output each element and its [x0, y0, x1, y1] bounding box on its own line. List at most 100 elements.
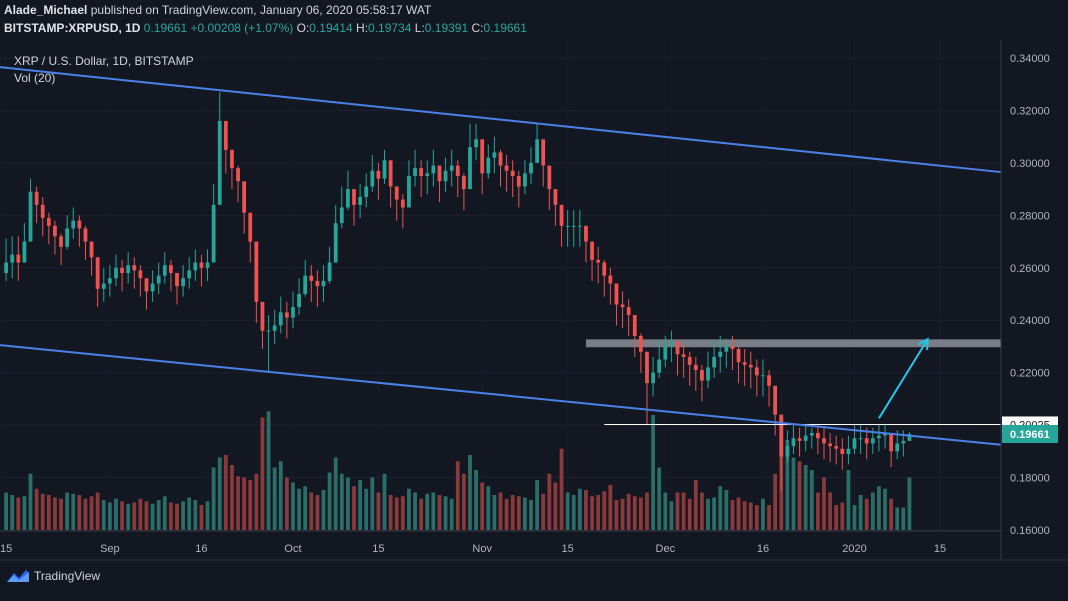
- volume-bar: [754, 505, 759, 530]
- candle-body: [193, 262, 198, 271]
- candle-body: [223, 120, 228, 150]
- y-tick-label: 0.26000: [1010, 263, 1050, 275]
- candle-body: [352, 189, 356, 205]
- candle-body: [657, 359, 662, 373]
- volume-bar: [327, 472, 332, 530]
- x-axis[interactable]: 15 Sep 16 Oct 15 Nov 15 Dec 16 2020 15: [0, 543, 946, 555]
- volume-bar: [877, 486, 881, 530]
- candle-body: [150, 283, 155, 292]
- candle-body: [400, 199, 405, 208]
- volume-bar: [565, 492, 570, 530]
- tradingview-brand[interactable]: TradingView: [6, 569, 100, 583]
- volume-bar: [150, 503, 155, 530]
- volume-bar: [71, 493, 76, 530]
- y-tick-label: 0.28000: [1010, 210, 1050, 222]
- y-tick-label: 0.22000: [1010, 368, 1050, 380]
- candle-body: [590, 241, 594, 260]
- candle-body: [651, 372, 655, 384]
- volume-bar: [571, 495, 576, 530]
- volume-bar: [767, 505, 771, 530]
- candle-body: [577, 225, 582, 227]
- candle-body: [431, 165, 436, 174]
- volume-bar: [510, 495, 515, 530]
- volume-bar: [700, 492, 704, 530]
- last-price-tag: [1002, 425, 1058, 444]
- candle-body: [254, 241, 259, 302]
- candle-body: [425, 173, 430, 176]
- annotations-below: [585, 339, 1001, 348]
- candle-body: [126, 265, 131, 274]
- volume-bar: [22, 496, 27, 530]
- x-tick-label: Oct: [284, 543, 301, 555]
- candle-body: [199, 262, 204, 268]
- candle-body: [614, 283, 619, 305]
- volume-bar: [504, 498, 509, 530]
- volume-bar: [461, 473, 466, 530]
- volume-bar: [809, 470, 814, 530]
- volume-bar: [28, 473, 33, 530]
- last-price-label: 0.19661: [1010, 429, 1050, 441]
- candle-body: [53, 225, 57, 237]
- candle-body: [260, 301, 265, 331]
- symbol-name[interactable]: BITSTAMP:XRPUSD, 1D: [4, 21, 141, 35]
- volume-bar: [83, 498, 88, 530]
- candle-body: [602, 262, 607, 276]
- candle-body: [632, 314, 637, 336]
- candle-body: [754, 367, 759, 376]
- candle-body: [278, 312, 283, 326]
- volume-bar: [852, 505, 857, 530]
- author-name[interactable]: Alade_Michael: [4, 3, 88, 17]
- volume-indicator-label[interactable]: Vol (20): [14, 71, 55, 85]
- volume-bar: [333, 457, 338, 530]
- volume-bar: [77, 495, 82, 530]
- volume-bar: [523, 497, 527, 530]
- x-tick-label: Dec: [656, 543, 676, 555]
- candle-body: [120, 267, 124, 274]
- candle-body: [510, 170, 515, 176]
- volume-bar: [266, 411, 271, 530]
- candle-body: [523, 173, 527, 187]
- x-tick-label: 16: [757, 543, 769, 555]
- candle-body: [144, 278, 149, 292]
- volume-bar: [223, 455, 228, 530]
- volume-bar: [16, 497, 21, 530]
- projection-arrow-head: [917, 337, 929, 351]
- candle-body: [419, 168, 424, 176]
- volume-bar: [278, 461, 283, 530]
- candle-body: [547, 165, 552, 190]
- volume-bar: [498, 492, 503, 530]
- close-label: C:: [471, 21, 484, 35]
- candle-body: [529, 162, 533, 174]
- candle-body: [638, 335, 643, 352]
- volume-bar: [681, 492, 686, 530]
- volume-bar: [541, 493, 546, 530]
- annotations-above: [0, 66, 1002, 446]
- candle-body: [883, 432, 887, 436]
- volume-bar: [535, 480, 540, 530]
- volume-bar: [620, 498, 625, 530]
- candle-body: [480, 139, 485, 174]
- volume-bar: [114, 498, 118, 530]
- candle-body: [828, 443, 832, 447]
- volume-bar: [742, 501, 747, 530]
- volume-bar: [529, 500, 533, 530]
- candle-body: [16, 254, 21, 263]
- candle-body: [443, 170, 448, 182]
- candle-body: [773, 385, 778, 415]
- candle-body: [596, 259, 601, 263]
- candle-body: [65, 228, 70, 247]
- candle-body: [742, 362, 747, 365]
- candle-body: [236, 168, 240, 182]
- candle-body: [815, 432, 820, 439]
- upper-trendline: [0, 66, 1002, 174]
- candle-body: [785, 446, 790, 457]
- volume-bar: [260, 417, 265, 530]
- candle-body: [291, 307, 295, 318]
- candle-body: [626, 307, 631, 315]
- x-tick-label: 15: [934, 543, 946, 555]
- volume-bar: [419, 498, 424, 530]
- volume-layer: [4, 411, 912, 530]
- x-tick-label: Sep: [100, 543, 120, 555]
